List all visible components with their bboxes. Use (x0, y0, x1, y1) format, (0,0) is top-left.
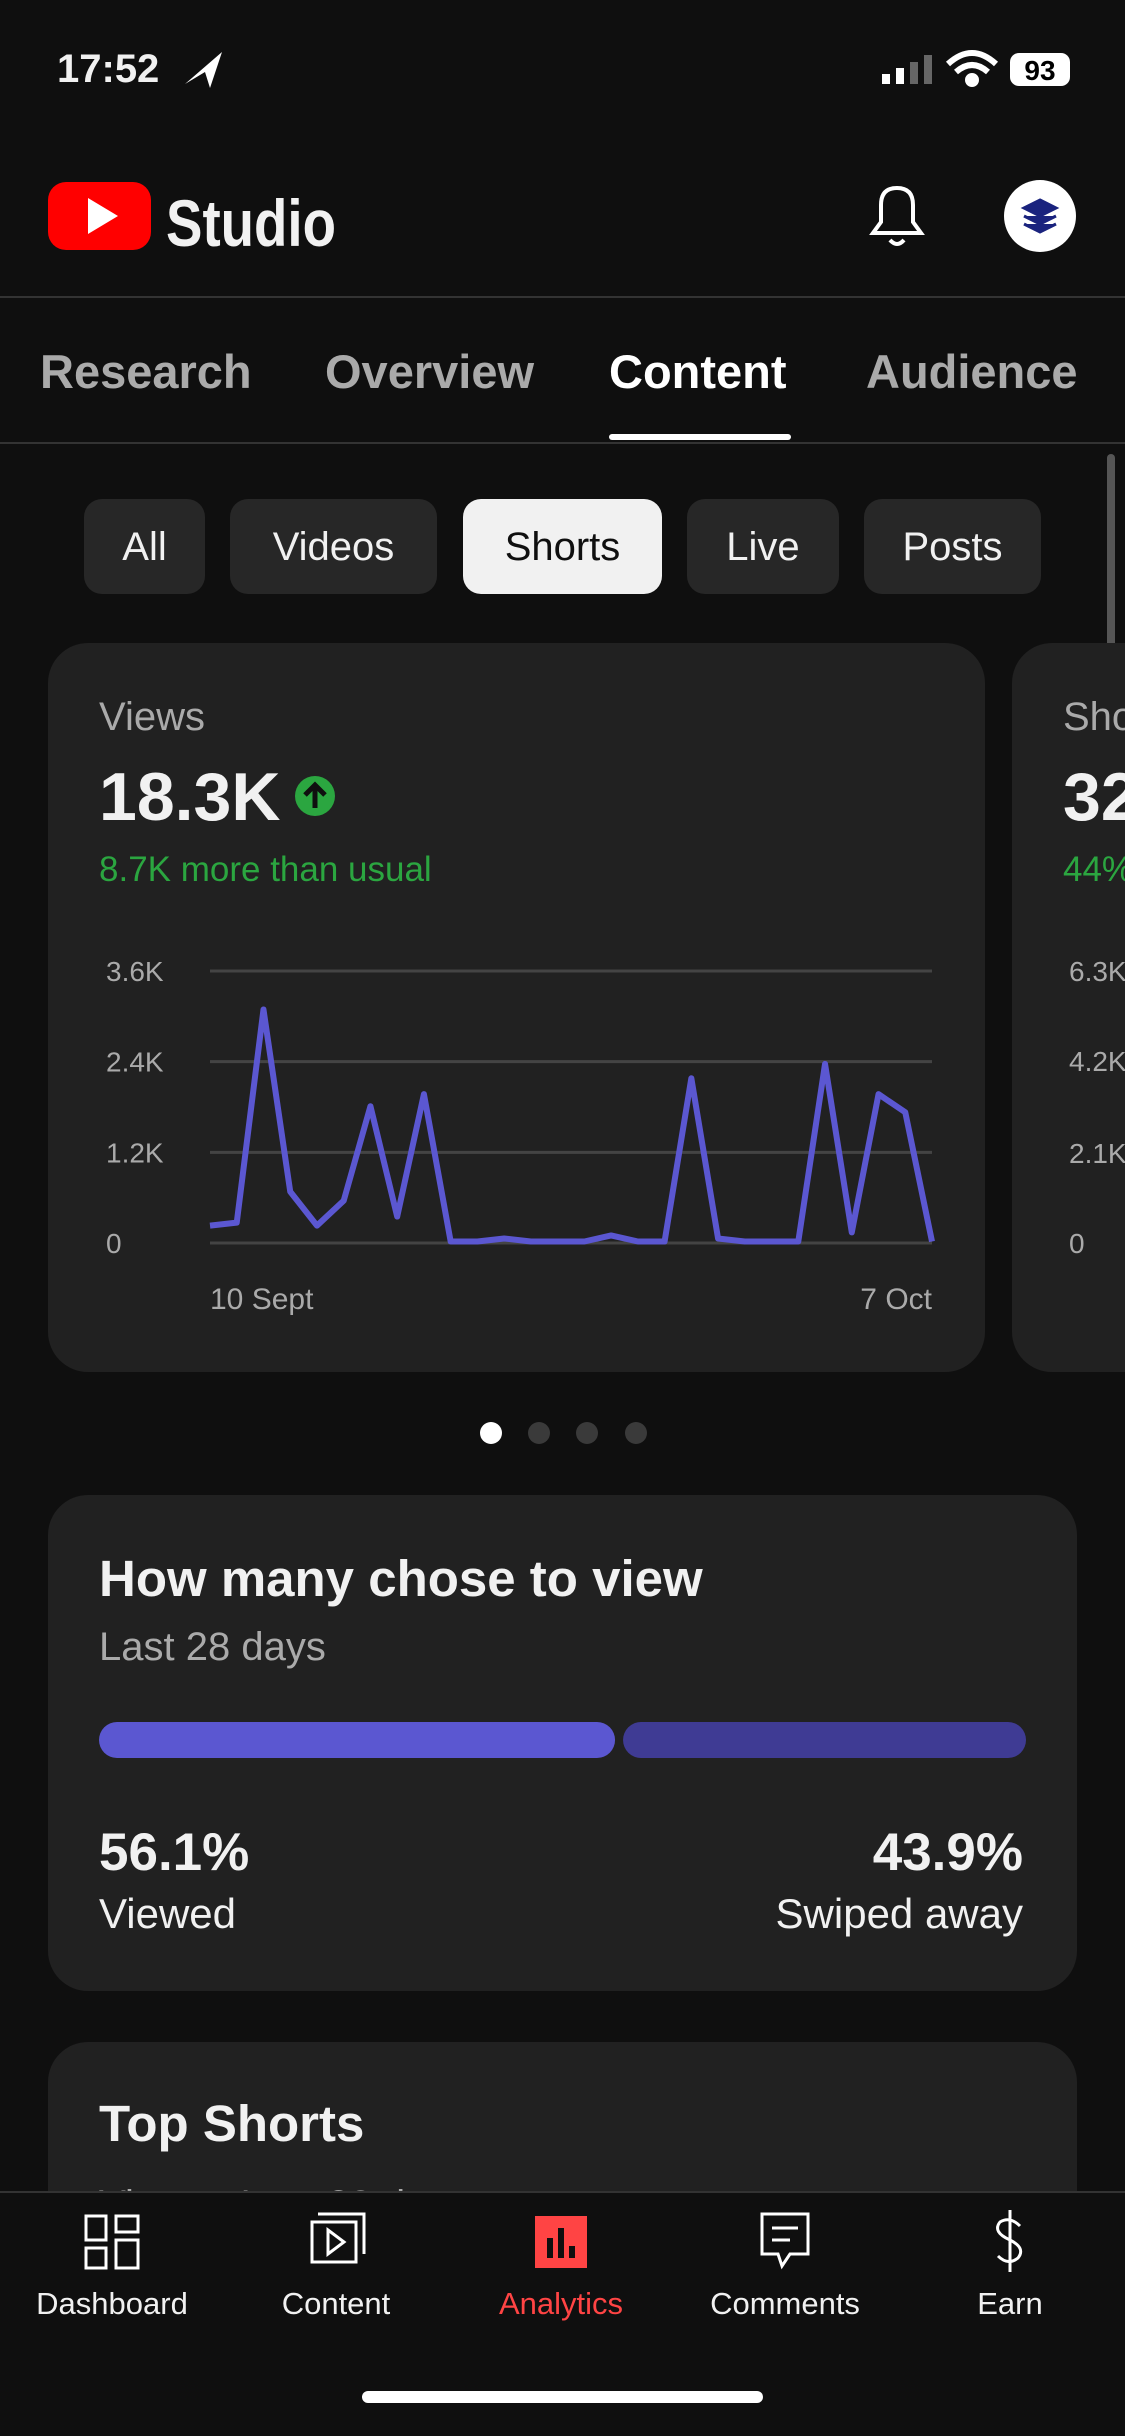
card-title: How many chose to view (99, 1550, 703, 1607)
logo-play (88, 198, 118, 234)
y-tick-label: 6.3K (1069, 956, 1125, 987)
pager-dot[interactable] (480, 1422, 502, 1444)
filter-chip[interactable] (230, 499, 437, 594)
share-value: 56.1% (99, 1823, 249, 1882)
card-total: 32 (1063, 759, 1125, 835)
location-icon (185, 52, 222, 88)
chip-label: Posts (902, 525, 1002, 569)
share-label: Viewed (99, 1890, 236, 1937)
home-indicator (362, 2391, 763, 2403)
y-tick-label: 0 (106, 1228, 122, 1259)
nav-label[interactable]: Dashboard (36, 2286, 188, 2321)
y-tick-label: 4.2K (1069, 1046, 1125, 1077)
filter-chip[interactable] (687, 499, 839, 594)
share-bar (623, 1722, 1026, 1758)
pager-dot[interactable] (625, 1422, 647, 1444)
views-card[interactable] (48, 643, 985, 1372)
tab[interactable]: Content (609, 345, 787, 398)
tab-underline (609, 434, 791, 440)
app-title: Studio (166, 186, 336, 260)
card-delta: 8.7K more than usual (99, 850, 432, 889)
pager-dot[interactable] (528, 1422, 550, 1444)
divider (0, 2191, 1125, 2193)
share-bar (99, 1722, 616, 1758)
card-label: Views (99, 695, 205, 739)
pager-dot[interactable] (576, 1422, 598, 1444)
next-card[interactable] (1012, 643, 1125, 1372)
line (209, 1006, 935, 1245)
card-title: Top Shorts (99, 2095, 364, 2152)
x-tick-label: 7 Oct (860, 1283, 932, 1316)
signal-icon (882, 55, 932, 84)
card-delta: 44% (1063, 850, 1125, 889)
divider (0, 296, 1125, 298)
battery (1010, 53, 1070, 86)
chip-label: Shorts (505, 525, 621, 569)
avatar-glyph (1020, 198, 1060, 234)
filter-chip[interactable] (463, 499, 662, 594)
y-tick-label: 0 (1069, 1228, 1085, 1259)
nav-label[interactable]: Comments (710, 2286, 860, 2321)
divider (0, 442, 1125, 444)
nav-icons (84, 2210, 1023, 2272)
tab[interactable]: Overview (325, 345, 534, 398)
nav-label[interactable]: Analytics (499, 2286, 623, 2321)
y-tick-label: 2.4K (106, 1047, 164, 1078)
y-tick-label: 1.2K (106, 1137, 164, 1168)
analytics-glyph (547, 2228, 575, 2258)
card-subtitle: Last 28 days (99, 1625, 326, 1669)
x-tick-label: 10 Sept (210, 1283, 314, 1316)
filter-chip[interactable] (864, 499, 1041, 594)
pager (480, 1422, 647, 1444)
chip-label: Live (726, 525, 799, 569)
up-arrow (303, 781, 327, 808)
nav-label[interactable]: Earn (977, 2286, 1042, 2321)
chip-label: All (122, 525, 166, 569)
y-tick-label: 2.1K (1069, 1138, 1125, 1169)
battery-level: 93 (1024, 55, 1055, 86)
nav-label[interactable]: Content (282, 2286, 391, 2321)
y-tick-label: 3.6K (106, 956, 164, 987)
chip-label: Videos (273, 525, 395, 569)
card-total: 18.3K (99, 759, 280, 835)
share-label: Swiped away (776, 1890, 1023, 1937)
time: 17:52 (57, 47, 159, 91)
notifications-button[interactable] (869, 185, 925, 246)
share-value: 43.9% (873, 1823, 1023, 1882)
wifi-icon (945, 50, 999, 87)
card-label: Sho (1063, 695, 1125, 739)
filter-chip[interactable] (84, 499, 205, 594)
tab[interactable]: Research (40, 345, 252, 398)
tab[interactable]: Audience (866, 345, 1078, 398)
